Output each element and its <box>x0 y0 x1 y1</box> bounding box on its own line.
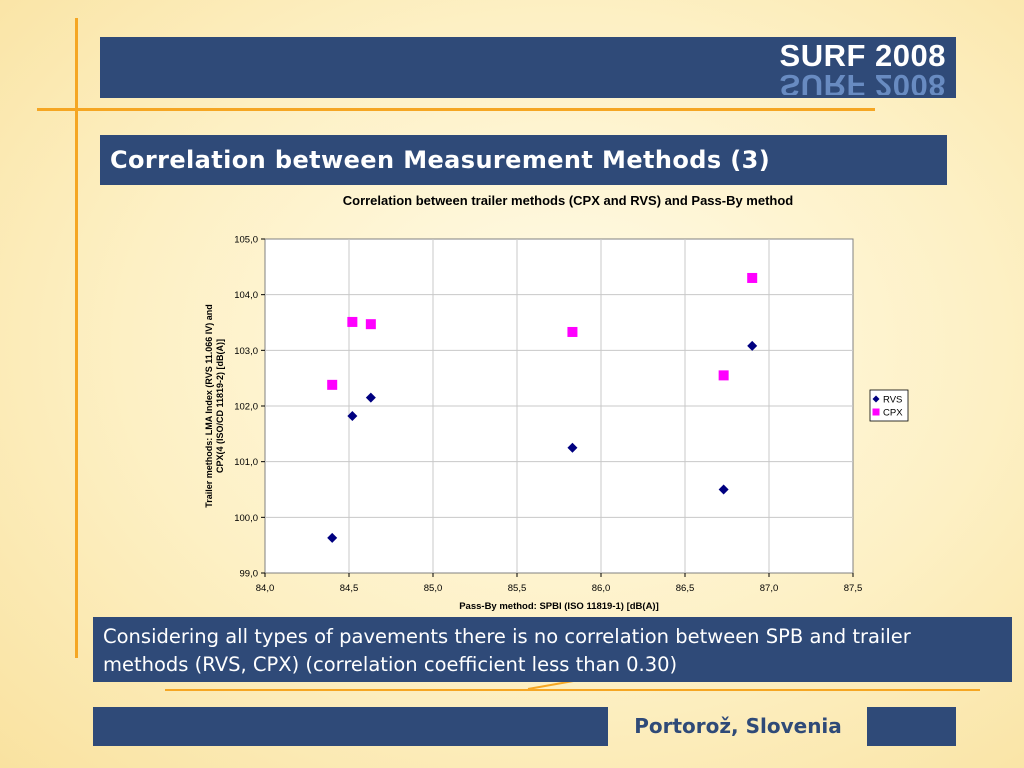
y-tick-label: 102,0 <box>234 402 258 413</box>
y-tick-label: 99,0 <box>240 569 259 580</box>
slide-title: Correlation between Measurement Methods … <box>110 146 771 174</box>
cpx-point <box>365 319 376 330</box>
y-axis-title-line: CPX(4 (ISO/CD 11819-2) [dB(A)] <box>215 339 225 473</box>
cpx-point <box>718 370 729 381</box>
scatter-chart: Correlation between trailer methods (CPX… <box>204 193 909 612</box>
logo-text: SURF 2008 <box>779 38 946 73</box>
legend-cpx-swatch <box>872 408 880 416</box>
y-tick-label: 101,0 <box>234 457 258 468</box>
surf-2008-logo: SURF 2008 SURF 2008 <box>779 38 946 96</box>
x-tick-label: 86,5 <box>676 583 695 594</box>
cpx-point <box>347 316 358 327</box>
x-tick-label: 86,0 <box>592 583 611 594</box>
x-tick-label: 84,0 <box>256 583 275 594</box>
y-tick-label: 103,0 <box>234 346 258 357</box>
x-axis-title: Pass-By method: SPBI (ISO 11819-1) [dB(A… <box>459 601 659 612</box>
legend-label: RVS <box>883 395 902 406</box>
title-bar: Correlation between Measurement Methods … <box>100 135 947 185</box>
decor-vertical-line <box>75 18 78 658</box>
rvs-point <box>567 442 578 453</box>
cpx-point <box>747 272 758 283</box>
legend-rvs-swatch <box>872 395 880 403</box>
rvs-point <box>718 484 729 495</box>
y-tick-label: 105,0 <box>234 235 258 246</box>
x-tick-label: 87,0 <box>760 583 779 594</box>
conclusion-box: Considering all types of pavements there… <box>93 617 1012 682</box>
rvs-point <box>365 392 376 403</box>
cpx-point <box>567 326 578 337</box>
x-tick-label: 84,5 <box>340 583 359 594</box>
conclusion-text: Considering all types of pavements there… <box>103 625 911 676</box>
footer-bar-right <box>867 707 956 746</box>
x-tick-label: 87,5 <box>844 583 863 594</box>
footer-bar-left <box>93 707 608 746</box>
y-tick-label: 104,0 <box>234 290 258 301</box>
rvs-point <box>747 340 758 351</box>
rvs-point <box>327 532 338 543</box>
x-tick-label: 85,5 <box>508 583 527 594</box>
decor-horizontal-line-top <box>37 108 875 111</box>
x-tick-label: 85,0 <box>424 583 443 594</box>
y-axis-title-line: Trailer methods: LMA Index (RVS 11.066 I… <box>204 304 214 508</box>
rvs-point <box>347 411 358 422</box>
footer-location: Portorož, Slovenia <box>634 714 842 738</box>
legend-box <box>869 389 909 422</box>
header-bar: SURF 2008 SURF 2008 <box>100 37 956 98</box>
decor-horizontal-line-bottom <box>165 689 980 691</box>
logo-reflection: SURF 2008 <box>779 73 946 95</box>
y-tick-label: 100,0 <box>234 513 258 524</box>
chart-area: Correlation between trailer methods (CPX… <box>190 187 920 617</box>
legend-label: CPX <box>883 408 903 419</box>
chart-title: Correlation between trailer methods (CPX… <box>343 193 794 208</box>
cpx-point <box>327 379 338 390</box>
